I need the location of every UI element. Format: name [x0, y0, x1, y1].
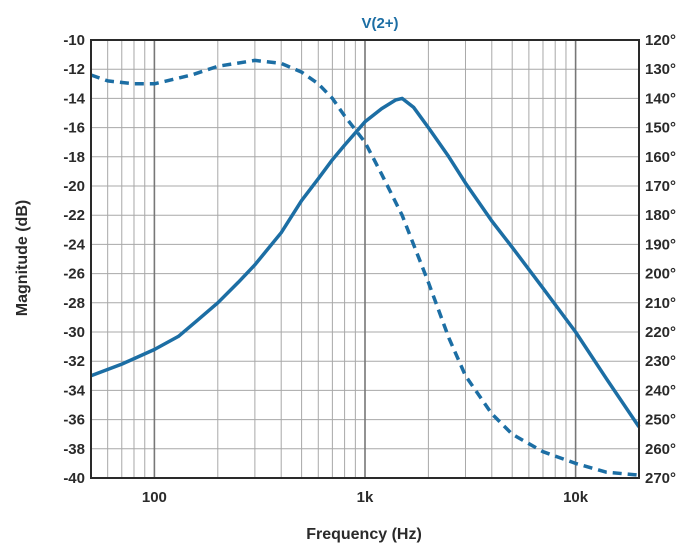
y-tick-label: -14: [63, 90, 85, 107]
y-tick-label: -20: [63, 178, 85, 195]
grid: [90, 39, 640, 479]
x-tick-label: 10k: [563, 489, 589, 506]
x-tick-label: 1k: [357, 489, 374, 506]
y-tick-label: -26: [63, 266, 85, 283]
y2-tick-label: 180°: [645, 207, 676, 224]
y2-tick-label: 260°: [645, 441, 676, 458]
y-tick-label: -22: [63, 207, 85, 224]
y2-tick-label: 250°: [645, 412, 676, 429]
chart-title: V(2+): [361, 15, 398, 32]
y-tick-label: -28: [63, 295, 85, 312]
y2-tick-label: 220°: [645, 324, 676, 341]
x-tick-label: 100: [142, 489, 167, 506]
x-axis-label: Frequency (Hz): [306, 526, 422, 543]
y2-tick-label: 270°: [645, 470, 676, 487]
plot-frame: [90, 39, 640, 479]
y2-tick-label: 230°: [645, 353, 676, 370]
y-tick-label: -40: [63, 470, 85, 487]
y-tick-label: -10: [63, 32, 85, 49]
y-tick-label: -12: [63, 61, 85, 78]
y2-tick-label: 150°: [645, 120, 676, 137]
y2-tick-label: 130°: [645, 61, 676, 78]
y2-tick-label: 170°: [645, 178, 676, 195]
y-tick-label: -32: [63, 353, 85, 370]
y2-tick-label: 200°: [645, 266, 676, 283]
y2-tick-label: 210°: [645, 295, 676, 312]
y-tick-label: -24: [63, 236, 85, 253]
y2-tick-label: 120°: [645, 32, 676, 49]
y2-tick-label: 160°: [645, 149, 676, 166]
y-tick-label: -38: [63, 441, 85, 458]
y-tick-label: -30: [63, 324, 85, 341]
y-tick-label: -34: [63, 382, 85, 399]
tick-labels: -10 -12 -14 -16 -18 -20 -22 -24 -26 -28 -30 -32 -34 -…: [63, 32, 676, 506]
y-axis-label: Magnitude (dB): [14, 200, 31, 316]
series-group: [90, 58, 641, 477]
y-tick-label: -36: [63, 412, 85, 429]
y2-tick-label: 190°: [645, 236, 676, 253]
y-tick-label: -18: [63, 149, 85, 166]
magnitude-series-line: [90, 96, 641, 428]
y2-tick-label: 240°: [645, 382, 676, 399]
phase-series-line: [90, 58, 640, 477]
y2-tick-label: 140°: [645, 90, 676, 107]
y-tick-label: -16: [63, 120, 85, 137]
